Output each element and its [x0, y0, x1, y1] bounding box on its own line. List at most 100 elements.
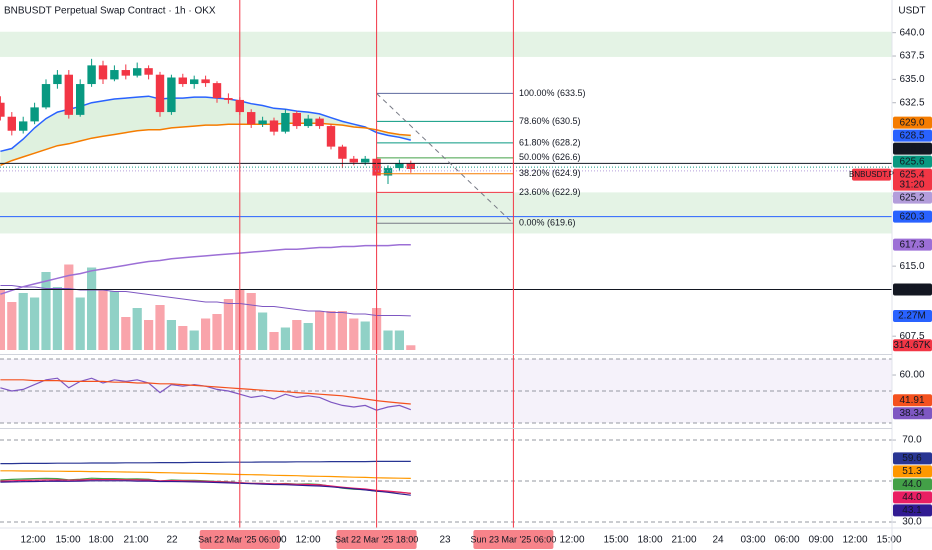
price-label-box — [893, 283, 932, 296]
price-label-box — [893, 394, 932, 407]
candle-body — [121, 70, 130, 76]
time-label: 12:00 — [295, 535, 320, 546]
indicator-line — [0, 480, 411, 496]
candle-body — [144, 68, 153, 75]
y-tick-label: 637.5 — [899, 51, 924, 62]
price-label-box — [893, 339, 932, 352]
price-label-box — [893, 129, 932, 142]
price-label: 38.34 — [899, 408, 924, 419]
time-label: 21:00 — [123, 535, 148, 546]
price-label: 43.1 — [902, 505, 922, 516]
time-marker-box — [336, 530, 417, 549]
candle-body — [98, 65, 108, 80]
candle-body — [0, 102, 5, 117]
price-label: 625.2 — [899, 192, 924, 203]
y-tick-label: 607.5 — [899, 331, 924, 342]
price-label: 612.5 — [899, 284, 924, 295]
candle-body — [155, 74, 165, 113]
price-label: 314.67K — [893, 340, 931, 351]
price-label-box — [893, 452, 932, 465]
candle-body — [315, 118, 324, 127]
candle-body — [406, 163, 415, 170]
candle-body — [64, 74, 73, 115]
price-label: 59.6 — [902, 453, 922, 464]
price-label: 617.3 — [899, 239, 924, 250]
volume-bar — [109, 291, 119, 350]
time-marker-label: Sat 22 Mar '25 06:00 — [198, 534, 281, 544]
volume-bar — [121, 317, 131, 350]
price-label: 628.5 — [899, 130, 924, 141]
volume-bar — [303, 323, 313, 350]
y-tick-label: 632.5 — [899, 97, 924, 108]
candle-body — [247, 112, 256, 125]
candle-body — [53, 74, 62, 85]
time-label: 18:00 — [88, 535, 113, 546]
time-label: 23 — [439, 535, 451, 546]
volume-bar — [30, 297, 40, 350]
volume-bar — [258, 312, 268, 350]
time-label: 12:00 — [20, 535, 45, 546]
volume-bar — [246, 293, 256, 350]
volume-bar — [189, 330, 199, 350]
price-label: 629.0 — [899, 117, 924, 128]
candle-body — [41, 84, 51, 108]
candle-body — [178, 77, 187, 85]
candle-body — [110, 70, 119, 80]
indicator-line — [0, 470, 411, 479]
volume-bar — [18, 293, 28, 350]
volume-bar — [223, 299, 233, 350]
time-marker-box — [199, 530, 280, 549]
volume-bar — [0, 290, 5, 350]
fib-label: 100.00% (633.5) — [519, 88, 586, 98]
time-label: 21:00 — [671, 535, 696, 546]
chart-title: BNBUSDT Perpetual Swap Contract · 1h · O… — [4, 6, 216, 17]
price-label-box — [893, 155, 932, 168]
volume-bar — [349, 318, 359, 350]
volume-ma — [0, 285, 411, 317]
volume-bar — [64, 264, 74, 350]
volume-bar — [132, 308, 142, 350]
volume-bar — [394, 330, 404, 350]
y-tick-label: 640.0 — [899, 27, 924, 38]
volume-bar — [98, 290, 108, 350]
price-label-box — [893, 142, 932, 155]
symbol-tag-box — [852, 168, 891, 181]
price-label: 51.3 — [902, 466, 922, 477]
fib-label: 0.00% (619.6) — [519, 218, 576, 228]
y-tick-label: 70.0 — [902, 435, 922, 446]
time-label: 15:00 — [55, 535, 80, 546]
volume-bar — [360, 321, 370, 350]
time-label: 09:00 — [808, 535, 833, 546]
candle-body — [19, 121, 28, 131]
volume-bar — [315, 311, 325, 350]
y-tick-label: 635.0 — [899, 74, 924, 85]
fib-label: 23.60% (622.9) — [519, 187, 581, 197]
volume-bar — [337, 311, 347, 350]
indicator-line — [0, 379, 411, 405]
zone — [0, 31, 892, 57]
y-tick-label: 30.0 — [902, 517, 922, 528]
volume-bar — [406, 345, 416, 350]
fib-label: 61.80% (628.2) — [519, 137, 581, 147]
price-label-box — [893, 168, 932, 191]
currency-label: USDT — [898, 6, 925, 17]
price-label: 2.27M — [898, 311, 926, 322]
price-label-box — [893, 210, 932, 223]
price-label: 626.0 — [899, 143, 924, 154]
volume-bar — [52, 287, 62, 350]
zone — [0, 192, 892, 234]
price-label-box — [893, 116, 932, 129]
candle-body — [201, 79, 210, 84]
price-label-box — [893, 478, 932, 491]
time-label: 15:00 — [603, 535, 628, 546]
candle-body — [304, 118, 313, 127]
candle-body — [87, 65, 96, 85]
time-marker-box — [473, 530, 554, 549]
price-label-box — [893, 191, 932, 204]
volume-bar — [383, 330, 393, 350]
candle-body — [395, 163, 404, 169]
price-label: 44.0 — [902, 479, 922, 490]
price-label-box — [893, 309, 932, 322]
